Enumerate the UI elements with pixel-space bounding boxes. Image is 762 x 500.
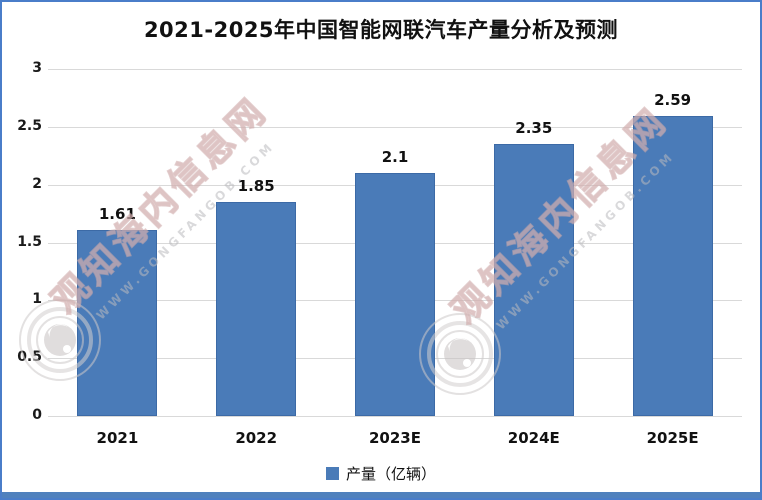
bottom-accent-band [2,492,760,498]
legend-swatch-icon [325,467,339,480]
x-tick-label: 2024E [507,429,560,447]
y-tick-label: 1 [32,291,42,308]
bar-2023E [355,173,435,416]
x-tick-label: 2023E [369,429,421,447]
chart-title: 2021-2025年中国智能网联汽车产量分析及预测 [143,18,619,42]
bar-2021 [77,229,158,416]
y-tick-label: 0.5 [17,349,42,366]
value-label: 1.61 [98,204,136,223]
legend: 产量（亿辆） [2,463,760,484]
bar-2022 [216,202,297,416]
gridline [48,69,742,70]
gridline [48,126,742,128]
plot-area: 0 0.5 1 1.5 2 2.5 3 1.61 2021 1.85 2022 2.1 2023E 2.3… [17,60,742,447]
value-label: 2.35 [515,119,553,138]
legend-label: 产量（亿辆） [345,465,436,483]
y-tick-label: 2.5 [17,117,42,134]
bar-2025E [632,116,713,416]
x-tick-label: 2021 [96,429,139,447]
value-label: 2.1 [381,148,409,167]
y-tick-label: 3 [32,60,42,76]
x-tick-label: 2025E [646,429,699,447]
gridline [48,416,742,417]
y-tick-label: 0 [32,407,42,423]
y-tick-label: 1.5 [17,233,42,250]
y-tick-label: 2 [32,175,42,192]
bar-2024E [493,144,574,416]
value-label: 1.85 [237,177,275,196]
x-tick-label: 2022 [235,429,278,447]
value-label: 2.59 [654,91,692,110]
